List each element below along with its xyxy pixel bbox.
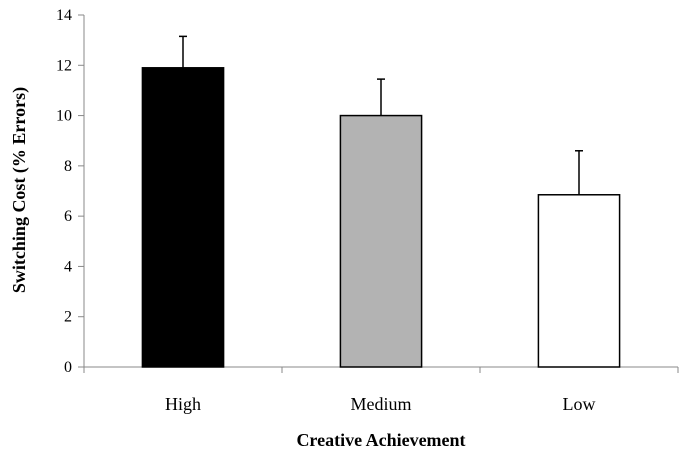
y-tick-label: 4 <box>64 258 72 275</box>
error-bars <box>179 35 583 195</box>
y-tick-label: 14 <box>56 7 72 24</box>
x-axis: High Medium Low <box>83 366 679 414</box>
y-axis-title: Switching Cost (% Errors) <box>9 87 30 293</box>
x-axis-title: Creative Achievement <box>296 430 465 450</box>
y-tick-label: 12 <box>56 57 72 74</box>
x-category-label: Low <box>563 394 596 414</box>
y-tick-label: 0 <box>64 359 72 376</box>
y-tick-label: 8 <box>64 158 72 175</box>
y-tick-label: 6 <box>64 208 72 225</box>
y-tick-label: 10 <box>56 108 72 125</box>
bar-high <box>141 67 225 368</box>
bar-medium <box>339 114 423 368</box>
bar-low <box>537 194 621 368</box>
y-tick-label: 2 <box>64 309 72 326</box>
bars <box>141 67 621 368</box>
x-category-label: Medium <box>351 394 412 414</box>
y-axis: 0 2 4 6 8 10 12 14 <box>56 7 85 376</box>
x-category-label: High <box>165 394 201 414</box>
